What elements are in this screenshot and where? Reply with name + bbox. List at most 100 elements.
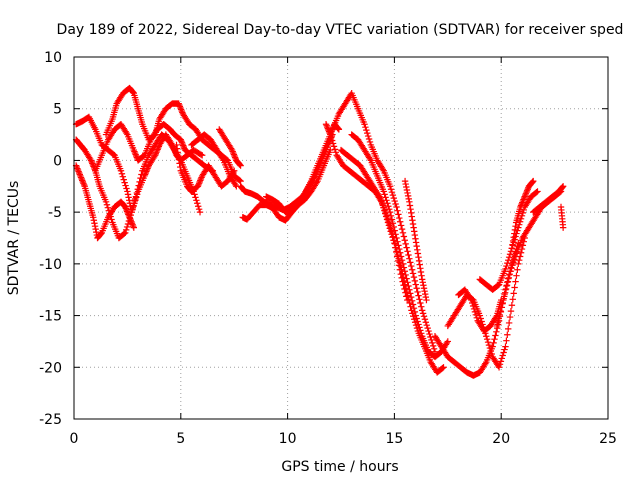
data-point <box>486 344 494 352</box>
data-point <box>125 211 132 218</box>
data-point <box>420 282 427 289</box>
data-point <box>151 153 158 160</box>
data-point <box>517 202 525 209</box>
data-point <box>124 220 132 228</box>
data-point <box>133 191 141 198</box>
data-point <box>504 278 512 285</box>
data-point <box>334 124 341 132</box>
data-point <box>419 310 427 317</box>
data-point <box>122 203 129 211</box>
data-point <box>197 177 204 184</box>
data-point <box>125 212 133 220</box>
data-point <box>395 211 402 218</box>
data-point <box>407 262 415 270</box>
data-point <box>194 200 201 207</box>
data-point <box>79 177 86 184</box>
data-point <box>509 262 516 269</box>
data-point <box>124 209 131 217</box>
data-point <box>124 188 131 195</box>
data-point <box>400 264 408 271</box>
data-point <box>180 143 188 151</box>
data-point <box>132 151 139 158</box>
series-sat16 <box>401 177 430 304</box>
data-point <box>398 256 406 264</box>
data-point <box>519 199 526 206</box>
data-point <box>511 230 518 237</box>
data-point <box>77 174 85 181</box>
data-point <box>403 244 410 251</box>
data-point <box>390 194 397 202</box>
data-point <box>391 197 398 205</box>
data-point <box>93 228 100 236</box>
axis-ticks: 0 5 10 15 20 25 -25 -20 -15 -10 -5 0 5 10 <box>39 50 617 447</box>
data-point <box>519 197 527 205</box>
data-point <box>515 260 522 268</box>
data-point <box>121 230 128 237</box>
data-point <box>499 352 506 359</box>
data-point <box>174 149 181 156</box>
series-sat15 <box>348 131 451 361</box>
data-point <box>175 100 182 107</box>
data-point <box>404 248 411 255</box>
data-point <box>408 297 416 304</box>
data-point <box>175 152 182 160</box>
data-point <box>386 208 394 216</box>
data-point <box>176 160 183 167</box>
data-point <box>419 279 426 286</box>
data-point <box>530 177 537 185</box>
data-point <box>510 290 517 297</box>
data-point <box>169 143 177 150</box>
data-point <box>231 154 239 161</box>
data-point <box>421 287 428 295</box>
data-point <box>520 196 527 203</box>
data-point <box>178 139 186 146</box>
data-point <box>522 191 529 199</box>
data-point <box>80 180 87 187</box>
data-point <box>125 194 132 201</box>
data-point <box>398 225 406 233</box>
data-point <box>86 155 94 163</box>
data-point <box>411 228 418 235</box>
data-point <box>198 174 205 181</box>
data-point <box>382 194 389 201</box>
data-point <box>489 343 496 350</box>
series-sat8 <box>216 126 244 169</box>
data-point <box>396 245 403 253</box>
data-point <box>422 319 430 326</box>
data-point <box>155 143 163 150</box>
data-point <box>129 89 137 96</box>
data-point <box>396 214 403 222</box>
data-point <box>504 259 511 267</box>
data-point <box>133 194 140 201</box>
data-point <box>511 226 519 234</box>
data-point <box>505 325 512 333</box>
series-sat14 <box>337 146 447 376</box>
data-point <box>142 169 149 177</box>
data-point <box>512 278 519 285</box>
data-point <box>493 328 500 336</box>
data-point <box>97 231 104 238</box>
data-point <box>397 253 405 260</box>
data-point <box>323 122 330 129</box>
data-point <box>128 208 135 216</box>
data-point <box>444 338 451 345</box>
data-point <box>392 200 399 208</box>
data-point <box>168 140 175 147</box>
data-point <box>120 176 127 183</box>
data-point <box>144 163 152 171</box>
data-point <box>132 197 139 204</box>
data-point <box>501 346 508 353</box>
x-tick-label: 15 <box>385 431 403 447</box>
data-point <box>361 121 368 128</box>
data-point <box>129 88 136 95</box>
data-point <box>409 270 417 277</box>
y-axis-label: SDTVAR / TECUs <box>6 181 22 296</box>
data-point <box>332 149 340 156</box>
data-point <box>394 238 401 245</box>
data-point <box>414 318 421 325</box>
data-point <box>365 135 373 143</box>
data-point <box>406 286 413 293</box>
data-point <box>326 129 333 137</box>
data-point <box>407 209 415 217</box>
data-point <box>416 261 423 268</box>
